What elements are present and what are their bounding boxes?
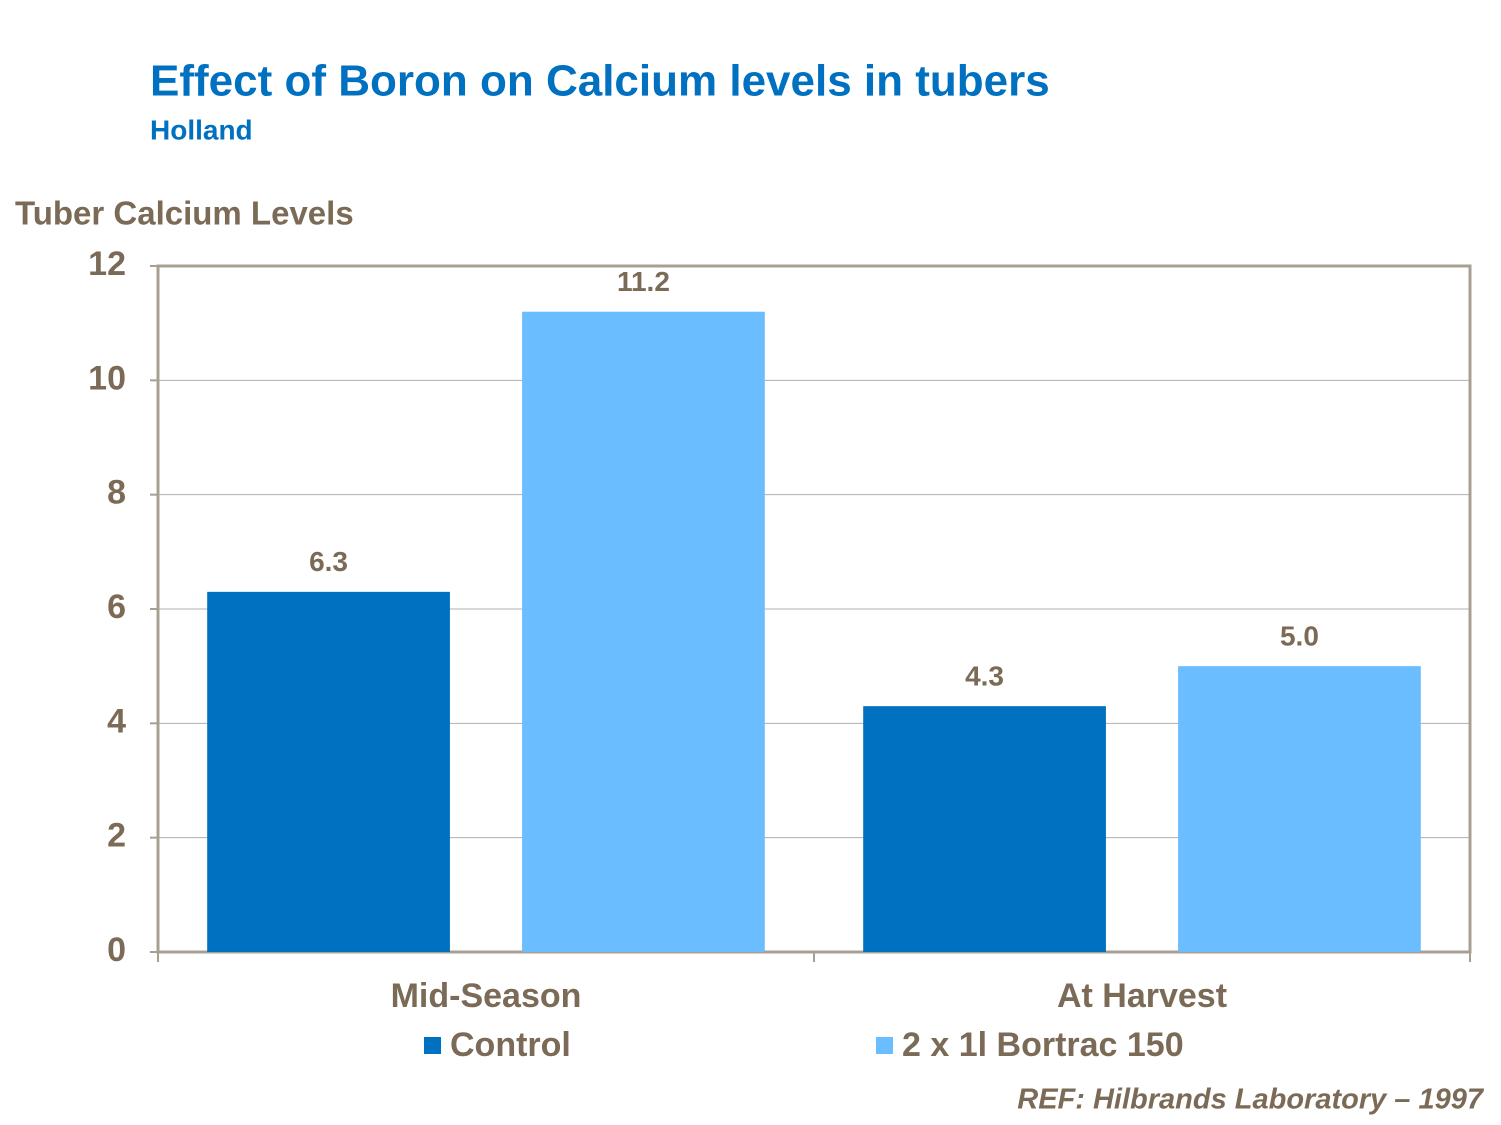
y-tick-label: 2 — [107, 817, 126, 855]
y-tick-label: 6 — [107, 588, 126, 626]
legend-label: Control — [450, 1026, 571, 1064]
chart-title: Effect of Boron on Calcium levels in tub… — [150, 57, 1050, 106]
data-label: 11.2 — [617, 266, 670, 297]
legend-swatch — [424, 1037, 441, 1054]
x-tick-label: Mid-Season — [391, 977, 582, 1015]
bar — [1178, 666, 1421, 952]
y-axis-title: Tuber Calcium Levels — [15, 195, 354, 232]
bar — [207, 591, 450, 952]
data-label: 4.3 — [965, 661, 1004, 692]
legend-label: 2 x 1l Bortrac 150 — [902, 1026, 1184, 1064]
bar — [522, 311, 765, 952]
bar — [863, 706, 1106, 952]
source-note: REF: Hilbrands Laboratory – 1997 — [1017, 1084, 1485, 1116]
y-tick-label: 8 — [107, 474, 126, 512]
y-tick-label: 12 — [88, 245, 126, 283]
data-label: 5.0 — [1280, 621, 1319, 652]
y-tick-label: 4 — [107, 702, 126, 740]
y-tick-label: 0 — [107, 931, 126, 969]
x-tick-label: At Harvest — [1057, 977, 1227, 1015]
chart-subtitle: Holland — [150, 114, 253, 145]
legend-swatch — [876, 1037, 893, 1054]
data-label: 6.3 — [309, 546, 348, 577]
y-tick-label: 10 — [88, 359, 126, 397]
